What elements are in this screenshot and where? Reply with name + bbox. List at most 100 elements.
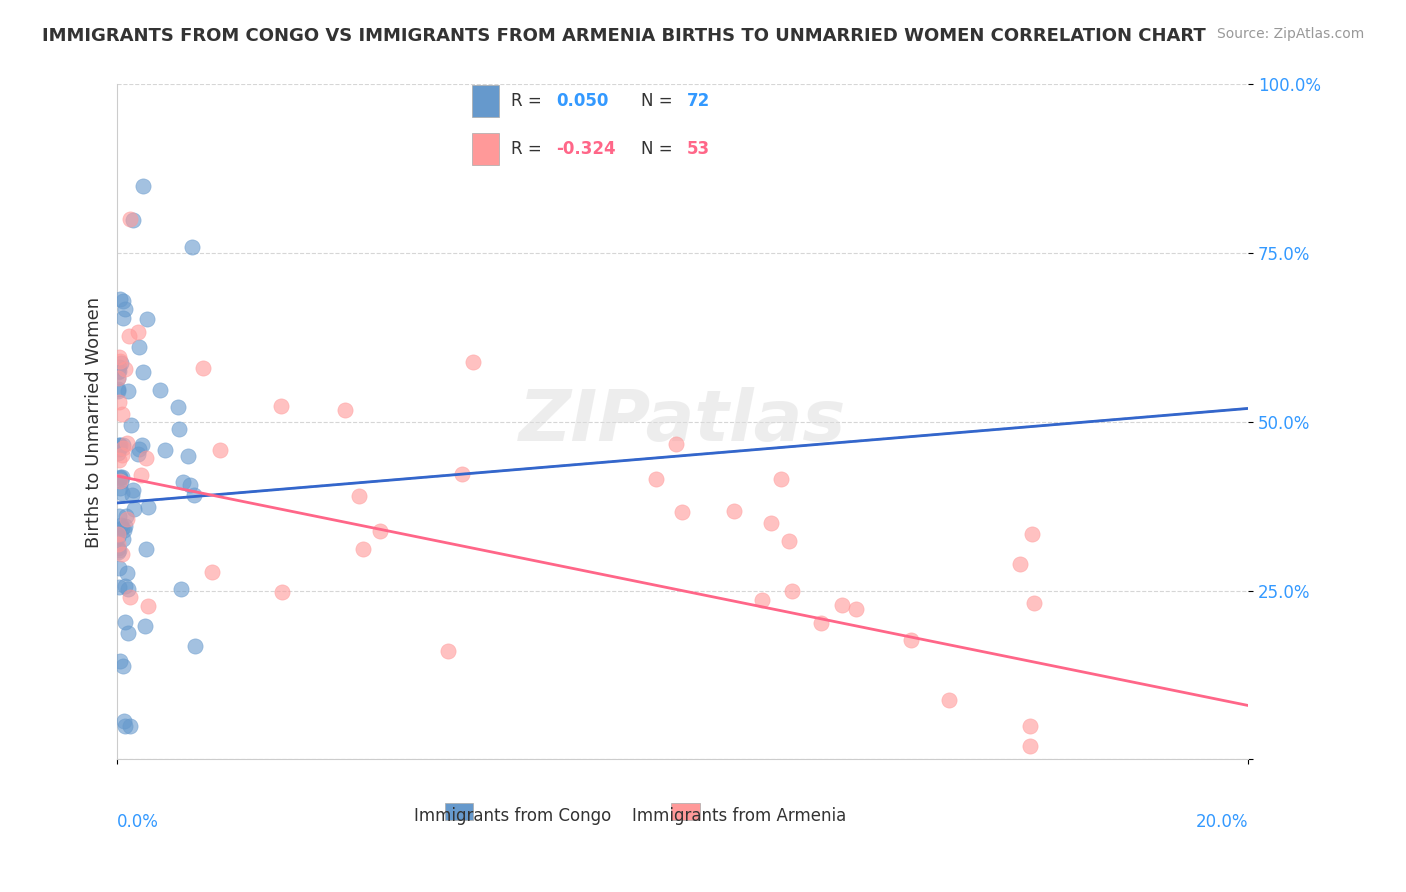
- Point: [938, 693, 960, 707]
- Point: [118, 591, 141, 605]
- Point: [117, 436, 139, 450]
- Point: [121, 488, 143, 502]
- Point: [111, 521, 134, 535]
- Point: [112, 714, 135, 729]
- Text: Immigrants from Congo: Immigrants from Congo: [415, 806, 612, 825]
- Point: [115, 566, 138, 580]
- Point: [167, 422, 190, 436]
- Point: [108, 482, 131, 496]
- Point: [114, 719, 136, 733]
- Point: [110, 470, 132, 484]
- Point: [114, 361, 136, 376]
- Point: [153, 442, 176, 457]
- Point: [127, 325, 149, 339]
- Point: [184, 639, 207, 653]
- Point: [671, 505, 693, 519]
- Point: [112, 523, 135, 537]
- Point: [117, 384, 139, 399]
- Point: [831, 599, 853, 613]
- Point: [183, 488, 205, 502]
- Point: [769, 472, 792, 486]
- Point: [778, 534, 800, 549]
- Point: [191, 361, 214, 376]
- Point: [107, 442, 129, 456]
- Point: [352, 542, 374, 557]
- Point: [117, 626, 139, 640]
- Text: 0.0%: 0.0%: [117, 814, 159, 831]
- Point: [108, 560, 131, 574]
- Point: [111, 659, 134, 673]
- Point: [107, 537, 129, 551]
- Point: [135, 312, 157, 326]
- Point: [665, 436, 688, 450]
- Point: [111, 486, 134, 500]
- Point: [128, 442, 150, 456]
- Point: [107, 543, 129, 558]
- Point: [107, 371, 129, 385]
- Point: [132, 365, 155, 379]
- Point: [112, 533, 135, 547]
- Text: R =: R =: [512, 140, 547, 158]
- Point: [107, 365, 129, 379]
- Point: [110, 356, 132, 370]
- Point: [180, 240, 202, 254]
- Point: [1019, 739, 1042, 753]
- FancyBboxPatch shape: [446, 804, 474, 821]
- Point: [108, 394, 131, 409]
- Point: [1008, 558, 1031, 572]
- Point: [108, 360, 131, 375]
- Y-axis label: Births to Unmarried Women: Births to Unmarried Women: [86, 296, 103, 548]
- Point: [108, 508, 131, 523]
- Point: [131, 438, 153, 452]
- Text: IMMIGRANTS FROM CONGO VS IMMIGRANTS FROM ARMENIA BIRTHS TO UNMARRIED WOMEN CORRE: IMMIGRANTS FROM CONGO VS IMMIGRANTS FROM…: [42, 27, 1206, 45]
- Point: [129, 468, 152, 483]
- Point: [107, 530, 129, 544]
- Text: N =: N =: [641, 92, 678, 110]
- Text: Source: ZipAtlas.com: Source: ZipAtlas.com: [1216, 27, 1364, 41]
- Point: [170, 582, 193, 596]
- Point: [120, 719, 142, 733]
- Point: [118, 329, 141, 343]
- Point: [111, 448, 134, 462]
- Point: [121, 483, 143, 497]
- Text: Immigrants from Armenia: Immigrants from Armenia: [633, 806, 846, 825]
- Point: [782, 583, 804, 598]
- Point: [751, 593, 773, 607]
- Point: [107, 545, 129, 559]
- Point: [107, 446, 129, 460]
- Text: ZIPatlas: ZIPatlas: [519, 387, 846, 457]
- Point: [112, 438, 135, 452]
- Point: [128, 340, 150, 354]
- Point: [110, 407, 132, 421]
- Point: [108, 452, 131, 467]
- Text: 72: 72: [686, 92, 710, 110]
- Point: [110, 654, 132, 668]
- Point: [112, 310, 135, 325]
- Point: [132, 178, 155, 193]
- FancyBboxPatch shape: [472, 85, 499, 117]
- Point: [108, 471, 131, 485]
- Point: [900, 633, 922, 648]
- Point: [117, 582, 139, 597]
- Point: [108, 292, 131, 306]
- Point: [115, 509, 138, 524]
- Point: [114, 615, 136, 630]
- Point: [112, 294, 135, 309]
- Point: [108, 474, 131, 488]
- Text: N =: N =: [641, 140, 678, 158]
- Point: [110, 518, 132, 533]
- Point: [1022, 596, 1045, 610]
- Point: [1021, 527, 1043, 541]
- Point: [108, 354, 131, 368]
- Text: R =: R =: [512, 92, 547, 110]
- Text: -0.324: -0.324: [557, 140, 616, 158]
- Point: [122, 502, 145, 516]
- Point: [107, 350, 129, 364]
- Point: [107, 382, 129, 396]
- Point: [759, 516, 782, 531]
- Point: [723, 504, 745, 518]
- Point: [110, 438, 132, 452]
- FancyBboxPatch shape: [472, 133, 499, 165]
- Point: [114, 579, 136, 593]
- Point: [845, 601, 868, 615]
